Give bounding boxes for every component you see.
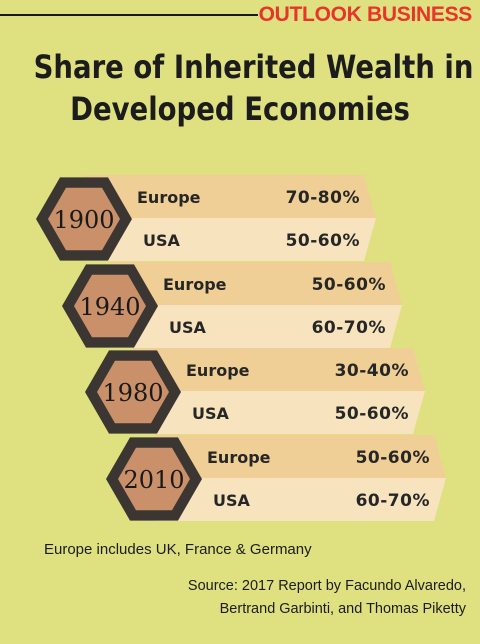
page-title: Share of Inherited Wealth in Developed E… bbox=[33, 46, 474, 130]
title-line-1: Share of Inherited Wealth in bbox=[33, 48, 474, 86]
region-label: USA bbox=[169, 318, 207, 337]
band-bottom-1980 bbox=[133, 391, 425, 434]
source-credit: Source: 2017 Report by Facundo Alvaredo,… bbox=[188, 575, 466, 621]
region-label: Europe bbox=[186, 361, 250, 380]
band-top-2010 bbox=[154, 435, 446, 478]
share-value: 50-60% bbox=[286, 231, 360, 251]
share-value: 30-40% bbox=[335, 361, 409, 381]
brand-logo: OUTLOOK BUSINESS bbox=[258, 3, 473, 26]
title-line-2: Developed Economies bbox=[70, 90, 410, 128]
share-value: 60-70% bbox=[312, 318, 386, 338]
year-label-1900: 1900 bbox=[53, 206, 114, 234]
share-value: 60-70% bbox=[356, 491, 430, 511]
share-value: 50-60% bbox=[356, 448, 430, 468]
region-label: USA bbox=[192, 404, 230, 423]
year-hexagon-inner-1980 bbox=[97, 360, 169, 424]
year-hexagon-inner-2010 bbox=[118, 447, 190, 511]
region-label: Europe bbox=[207, 448, 271, 467]
year-label-2010: 2010 bbox=[123, 466, 184, 494]
band-bottom-2010 bbox=[154, 478, 446, 521]
year-hexagon-inner-1900 bbox=[48, 187, 120, 251]
region-label: USA bbox=[143, 231, 181, 250]
band-top-1940 bbox=[110, 262, 402, 305]
band-top-1900 bbox=[84, 175, 376, 218]
source-line-1: Source: 2017 Report by Facundo Alvaredo, bbox=[187, 578, 466, 594]
region-label: Europe bbox=[163, 275, 227, 294]
footnote: Europe includes UK, France & Germany bbox=[44, 541, 312, 558]
share-value: 70-80% bbox=[286, 188, 360, 208]
year-label-1980: 1980 bbox=[102, 379, 163, 407]
share-value: 50-60% bbox=[335, 404, 409, 424]
year-label-1940: 1940 bbox=[79, 293, 140, 321]
region-label: USA bbox=[213, 491, 251, 510]
year-hexagon-inner-1940 bbox=[74, 274, 146, 338]
source-line-2: Bertrand Garbinti, and Thomas Piketty bbox=[219, 601, 466, 617]
band-bottom-1940 bbox=[110, 305, 402, 348]
region-label: Europe bbox=[137, 188, 201, 207]
share-value: 50-60% bbox=[312, 275, 386, 295]
header-rule bbox=[0, 14, 258, 16]
band-bottom-1900 bbox=[84, 218, 376, 261]
band-top-1980 bbox=[133, 348, 425, 391]
